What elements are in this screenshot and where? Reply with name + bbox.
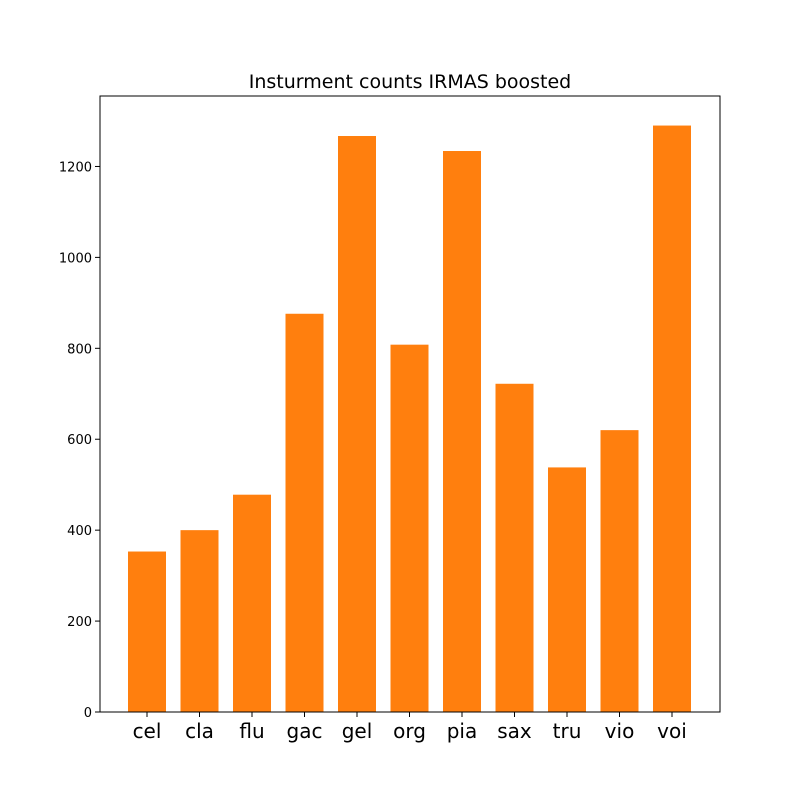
- bar-tru: [548, 467, 586, 712]
- bar-sax: [495, 383, 534, 712]
- x-tick-label: vio: [605, 719, 635, 743]
- bar-cla: [180, 530, 219, 712]
- y-axis: 0 200 400 600 800 1000 1200: [59, 160, 100, 721]
- x-tick-label: pia: [447, 719, 478, 743]
- bar-gac: [285, 313, 324, 712]
- x-tick-label: sax: [497, 719, 532, 743]
- y-tick-label: 0: [84, 706, 92, 721]
- y-tick-label: 1200: [59, 160, 92, 175]
- x-tick-label: cla: [185, 719, 214, 743]
- x-tick-label: flu: [239, 719, 264, 743]
- y-tick-label: 200: [67, 615, 92, 630]
- x-tick-label: gel: [342, 719, 373, 743]
- x-tick-label: gac: [287, 719, 323, 743]
- bar-pia: [443, 151, 481, 712]
- plot-frame: [99, 95, 721, 713]
- bar-cel: [128, 551, 166, 712]
- bar-flu: [233, 494, 271, 712]
- x-tick-label: org: [393, 719, 426, 743]
- x-axis: cel cla flu gac gel org pia sax tru vio voi: [133, 712, 687, 743]
- y-tick-label: 600: [67, 433, 92, 448]
- y-tick-label: 1000: [59, 251, 92, 266]
- bar-voi: [653, 125, 691, 713]
- chart-title: Insturment counts IRMAS boosted: [249, 71, 572, 93]
- x-tick-label: tru: [553, 719, 582, 743]
- x-tick-label: voi: [657, 719, 687, 743]
- bar-vio: [600, 430, 639, 712]
- bar-gel: [338, 136, 376, 712]
- bars-group: [128, 125, 691, 713]
- y-tick-label: 400: [67, 524, 92, 539]
- bar-org: [390, 344, 429, 712]
- x-tick-label: cel: [133, 719, 162, 743]
- y-tick-label: 800: [67, 342, 92, 357]
